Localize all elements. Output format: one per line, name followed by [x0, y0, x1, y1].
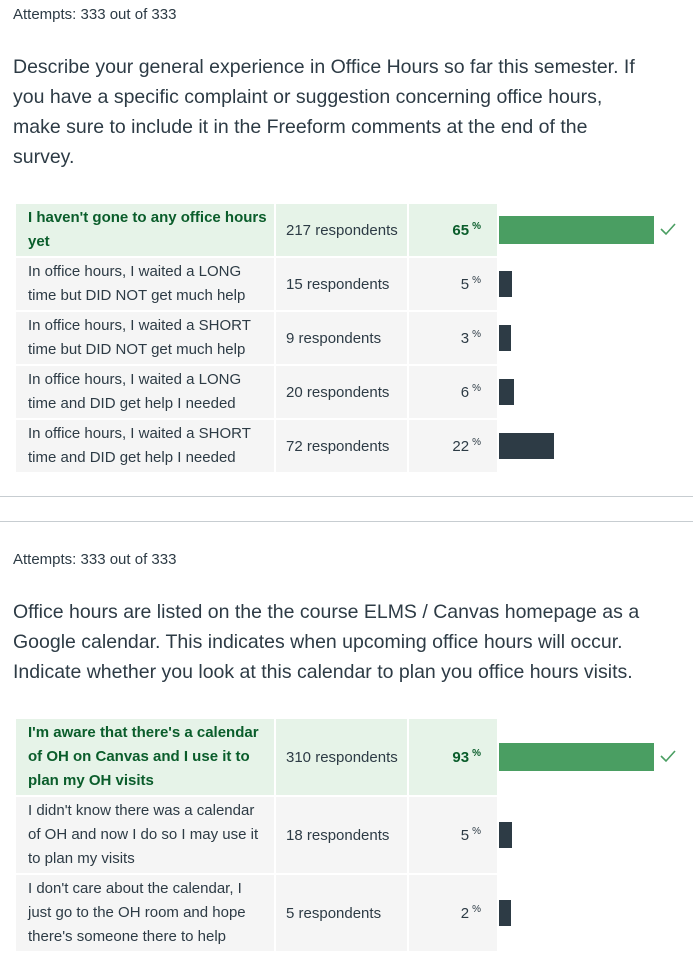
percent-bar [499, 743, 654, 771]
percent-bar [499, 216, 654, 244]
percent-value: 5 [460, 276, 470, 293]
respondent-count: 310 respondents [276, 719, 407, 795]
respondent-count: 5 respondents [276, 875, 407, 951]
percent-bar-cell [499, 875, 669, 951]
percent-symbol: % [472, 275, 481, 286]
percent-value: 5 [460, 827, 470, 844]
checkmark-icon [660, 223, 676, 236]
percent-bar [499, 900, 511, 926]
percent-bar-cell [499, 312, 669, 364]
percent-symbol: % [472, 437, 481, 448]
answer-percent: 5% [409, 258, 497, 310]
answer-label: I don't care about the calendar, I just … [16, 875, 274, 951]
percent-value: 65 [452, 222, 470, 239]
answer-percent: 93% [409, 719, 497, 795]
percent-bar [499, 433, 554, 459]
answer-label: I haven't gone to any office hours yet [16, 204, 274, 256]
section-divider [0, 521, 693, 522]
answer-label: In office hours, I waited a LONG time an… [16, 366, 274, 418]
percent-bar-cell [499, 797, 669, 873]
percent-value: 6 [460, 384, 470, 401]
answer-row: I'm aware that there's a calendar of OH … [16, 719, 676, 795]
percent-bar [499, 271, 512, 297]
percent-bar [499, 325, 511, 351]
answer-percent: 22% [409, 420, 497, 472]
answer-row: I haven't gone to any office hours yet 21… [16, 204, 676, 256]
question-2: Attempts: 333 out of 333 Office hours ar… [0, 522, 693, 953]
percent-bar-cell [499, 258, 669, 310]
answer-percent: 65% [409, 204, 497, 256]
percent-symbol: % [472, 221, 481, 232]
answer-label: I'm aware that there's a calendar of OH … [16, 719, 274, 795]
answer-percent: 5% [409, 797, 497, 873]
percent-value: 93 [452, 749, 470, 766]
respondent-count: 72 respondents [276, 420, 407, 472]
answer-row: In office hours, I waited a LONG time an… [16, 366, 669, 418]
percent-bar-cell [499, 420, 669, 472]
answer-table: I'm aware that there's a calendar of OH … [14, 717, 676, 953]
answer-label: I didn't know there was a calendar of OH… [16, 797, 274, 873]
percent-bar-cell [499, 719, 676, 795]
percent-symbol: % [472, 826, 481, 837]
checkmark-icon [660, 750, 676, 763]
question-text: Office hours are listed on the the cours… [13, 601, 640, 683]
percent-bar-cell [499, 204, 676, 256]
respondent-count: 20 respondents [276, 366, 407, 418]
answer-percent: 2% [409, 875, 497, 951]
percent-value: 22 [452, 438, 470, 455]
percent-symbol: % [472, 748, 481, 759]
attempts-count: Attempts: 333 out of 333 [13, 6, 177, 23]
answer-table: I haven't gone to any office hours yet 21… [14, 202, 676, 474]
answer-row: I don't care about the calendar, I just … [16, 875, 669, 951]
answer-row: In office hours, I waited a SHORT time b… [16, 312, 669, 364]
attempts-count: Attempts: 333 out of 333 [13, 551, 177, 568]
question-1: Attempts: 333 out of 333 Describe your g… [0, 0, 693, 474]
percent-value: 3 [460, 330, 470, 347]
percent-bar-cell [499, 366, 669, 418]
percent-bar [499, 379, 514, 405]
respondent-count: 18 respondents [276, 797, 407, 873]
answer-row: In office hours, I waited a SHORT time a… [16, 420, 669, 472]
section-divider [0, 496, 693, 497]
answer-percent: 3% [409, 312, 497, 364]
percent-symbol: % [472, 329, 481, 340]
answer-row: I didn't know there was a calendar of OH… [16, 797, 669, 873]
percent-symbol: % [472, 383, 481, 394]
percent-bar [499, 822, 512, 848]
answer-label: In office hours, I waited a SHORT time b… [16, 312, 274, 364]
percent-symbol: % [472, 904, 481, 915]
answer-row: In office hours, I waited a LONG time bu… [16, 258, 669, 310]
answer-label: In office hours, I waited a SHORT time a… [16, 420, 274, 472]
respondent-count: 9 respondents [276, 312, 407, 364]
answer-percent: 6% [409, 366, 497, 418]
respondent-count: 15 respondents [276, 258, 407, 310]
percent-value: 2 [460, 905, 470, 922]
respondent-count: 217 respondents [276, 204, 407, 256]
question-text: Describe your general experience in Offi… [13, 56, 635, 168]
answer-label: In office hours, I waited a LONG time bu… [16, 258, 274, 310]
